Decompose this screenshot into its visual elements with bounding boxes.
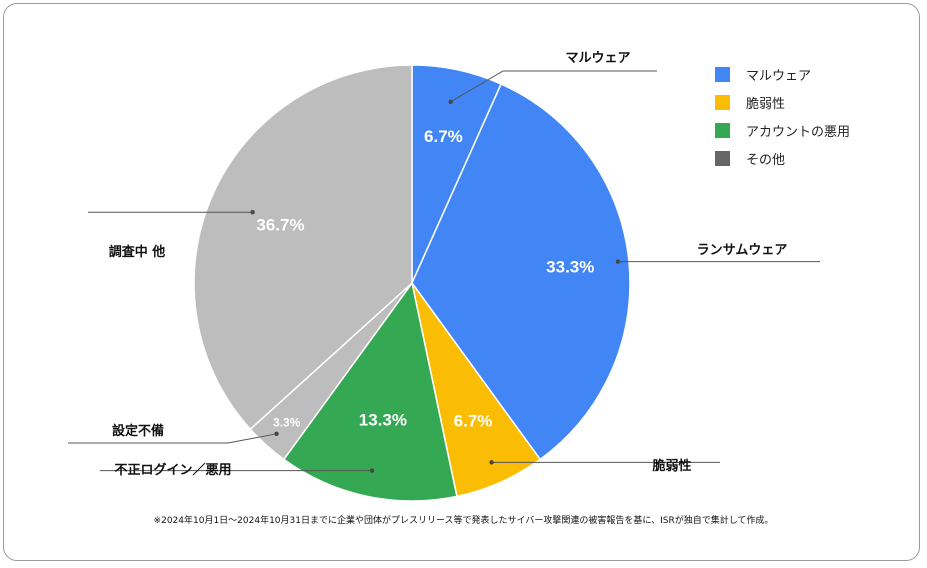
data-label-vulnerability: 6.7% (454, 411, 493, 430)
legend-swatch-other (715, 150, 730, 166)
leader-line-malware (450, 70, 657, 103)
pie-slice-account-abuse (282, 281, 458, 502)
pie-slice-under-investigation (193, 64, 413, 431)
data-label-misconfiguration: 3.3% (273, 416, 301, 430)
legend-swatch-malware (715, 66, 730, 82)
callout-label-vulnerability: 脆弱性 (651, 458, 691, 474)
legend-item-malware: マルウェア (715, 60, 850, 88)
data-label-ransomware: 33.3% (546, 257, 594, 276)
legend-item-vulnerability: 脆弱性 (715, 88, 850, 116)
leader-dot-malware (448, 99, 453, 104)
callout-label-misconfiguration: 設定不備 (112, 423, 164, 439)
legend-label-vulnerability: 脆弱性 (746, 96, 786, 112)
leader-line-misconfiguration (68, 433, 277, 444)
footnote: ※2024年10月1日〜2024年10月31日までに企業や団体がプレスリリース等… (153, 516, 774, 526)
data-label-account-abuse: 13.3% (359, 410, 407, 429)
callout-label-under-investigation: 調査中 他 (109, 244, 166, 260)
legend-swatch-account-abuse (715, 122, 730, 138)
callout-label-malware: マルウェア (565, 51, 630, 66)
legend: マルウェア 脆弱性 アカウントの悪用 その他 (715, 60, 850, 172)
legend-label-other: その他 (746, 152, 786, 168)
callout-label-account-abuse: 不正ログイン／悪用 (114, 462, 231, 478)
data-label-malware: 6.7% (424, 127, 463, 146)
leader-dot-vulnerability (489, 460, 494, 465)
legend-item-other: その他 (715, 144, 850, 172)
legend-item-account-abuse: アカウントの悪用 (715, 116, 850, 144)
legend-swatch-vulnerability (715, 94, 730, 110)
data-label-under-investigation: 36.7% (256, 216, 304, 235)
legend-label-account-abuse: アカウントの悪用 (746, 124, 851, 140)
legend-label-malware: マルウェア (746, 68, 812, 84)
callout-label-ransomware: ランサムウェア (697, 243, 788, 258)
pie-slice-ransomware (411, 83, 631, 461)
